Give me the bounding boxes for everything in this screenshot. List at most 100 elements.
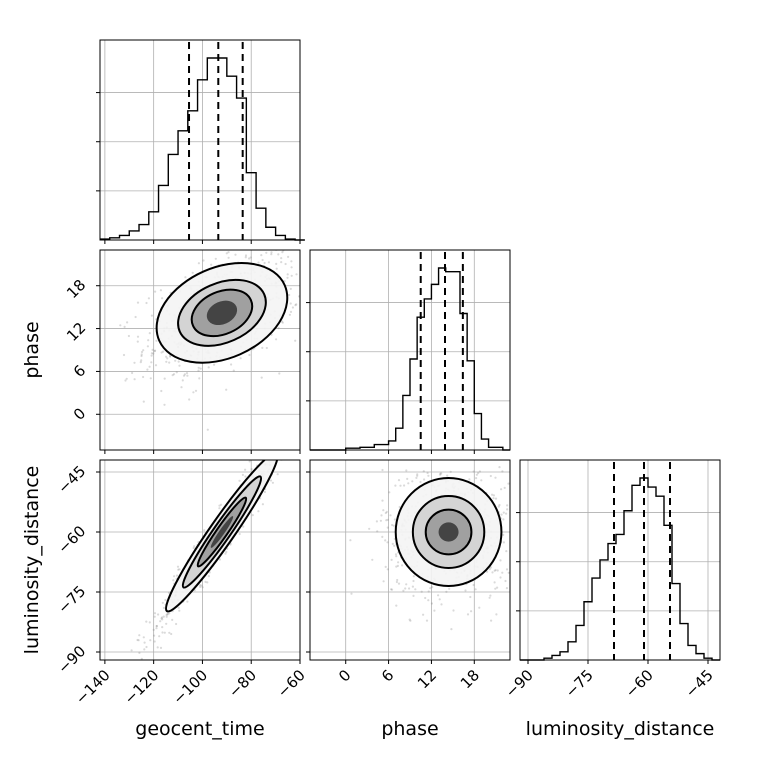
scatter-point	[472, 583, 475, 587]
scatter-point	[329, 371, 331, 373]
scatter-point	[503, 486, 506, 489]
scatter-point	[263, 490, 266, 494]
scatter-point	[214, 257, 217, 260]
y-tick-label: 18	[63, 276, 89, 302]
scatter-point	[290, 266, 293, 269]
scatter-point	[153, 615, 156, 618]
scatter-point	[145, 645, 148, 649]
scatter-point	[420, 590, 423, 593]
scatter-point	[489, 594, 492, 597]
scatter-point	[497, 505, 500, 508]
scatter-point	[166, 612, 169, 615]
scatter-point	[200, 584, 203, 587]
scatter-point	[169, 355, 172, 358]
scatter-point	[384, 511, 387, 515]
scatter-point	[506, 508, 509, 511]
panel-frame	[519, 459, 721, 661]
scatter-point	[474, 588, 477, 591]
scatter-point	[165, 360, 168, 363]
x-tick-label: −120	[121, 666, 163, 708]
scatter-point	[278, 372, 281, 375]
y-tick-label: −60	[54, 522, 89, 557]
scatter-point	[149, 377, 152, 380]
density-level-3	[438, 522, 459, 542]
scatter-point	[152, 628, 155, 632]
scatter-point	[218, 504, 221, 507]
scatter-point	[295, 273, 298, 276]
scatter-point	[257, 510, 260, 513]
scatter-point	[505, 512, 508, 515]
scatter-point	[496, 569, 499, 572]
scatter-point	[426, 471, 429, 475]
scatter-point	[382, 580, 385, 583]
scatter-point	[397, 561, 400, 564]
contour-line-0	[165, 460, 279, 613]
scatter-point	[271, 481, 274, 484]
scatter-point	[126, 321, 129, 324]
scatter-point	[261, 258, 264, 262]
scatter-point	[529, 522, 531, 524]
scatter-point	[449, 470, 452, 473]
x-axis-title-phase: phase	[381, 718, 438, 740]
scatter-point	[334, 267, 336, 269]
scatter-point	[167, 591, 171, 594]
scatter-point	[438, 598, 441, 601]
scatter-point	[477, 472, 480, 475]
scatter-point	[207, 575, 210, 578]
scatter-point	[464, 589, 467, 592]
scatter-point	[244, 256, 247, 259]
scatter-point	[488, 596, 491, 599]
scatter-point	[201, 586, 204, 589]
scatter-point	[425, 619, 429, 622]
scatter-point	[161, 297, 164, 300]
scatter-point	[166, 613, 169, 616]
scatter-point	[498, 503, 501, 507]
contour-line-2	[196, 496, 248, 568]
scatter-point	[277, 327, 280, 330]
scatter-point	[183, 373, 186, 376]
scatter-point	[392, 524, 395, 527]
scatter-point	[248, 257, 251, 260]
scatter-point	[411, 585, 414, 588]
scatter-point	[182, 374, 186, 377]
scatter-point	[238, 532, 241, 536]
scatter-point	[429, 587, 432, 590]
scatter-point	[175, 622, 178, 626]
scatter-point	[469, 595, 472, 599]
scatter-point	[427, 599, 430, 602]
x-tick-label: −75	[562, 666, 597, 701]
scatter-point	[153, 612, 157, 615]
scatter-point	[132, 661, 134, 663]
scatter-point	[127, 334, 130, 338]
scatter-point	[376, 530, 379, 533]
scatter-point	[499, 576, 502, 579]
contour-line-1	[411, 495, 486, 569]
scatter-point	[314, 276, 316, 278]
scatter-point	[492, 497, 495, 500]
contour-line-1	[177, 278, 267, 347]
scatter-point	[198, 377, 201, 380]
scatter-point	[390, 558, 393, 562]
scatter-point	[494, 568, 497, 572]
scatter-point	[188, 398, 191, 401]
scatter-point	[213, 363, 216, 366]
scatter-point	[430, 602, 433, 605]
pair-panel-geocent_time-luminosity_distance	[96, 371, 331, 671]
scatter-point	[282, 424, 284, 426]
scatter-point	[171, 618, 174, 622]
scatter-point	[145, 301, 148, 305]
scatter-point	[161, 616, 164, 619]
x-tick-label: −100	[169, 666, 211, 708]
scatter-point	[506, 504, 509, 507]
scatter-point	[177, 568, 180, 571]
scatter-point	[384, 539, 387, 542]
scatter-point	[151, 348, 154, 351]
scatter-point	[241, 473, 244, 476]
scatter-point	[501, 470, 504, 473]
scatter-point	[486, 570, 489, 573]
scatter-point	[298, 421, 300, 423]
scatter-point	[191, 271, 194, 274]
scatter-point	[406, 477, 409, 480]
scatter-point	[128, 669, 130, 671]
scatter-point	[206, 581, 209, 584]
